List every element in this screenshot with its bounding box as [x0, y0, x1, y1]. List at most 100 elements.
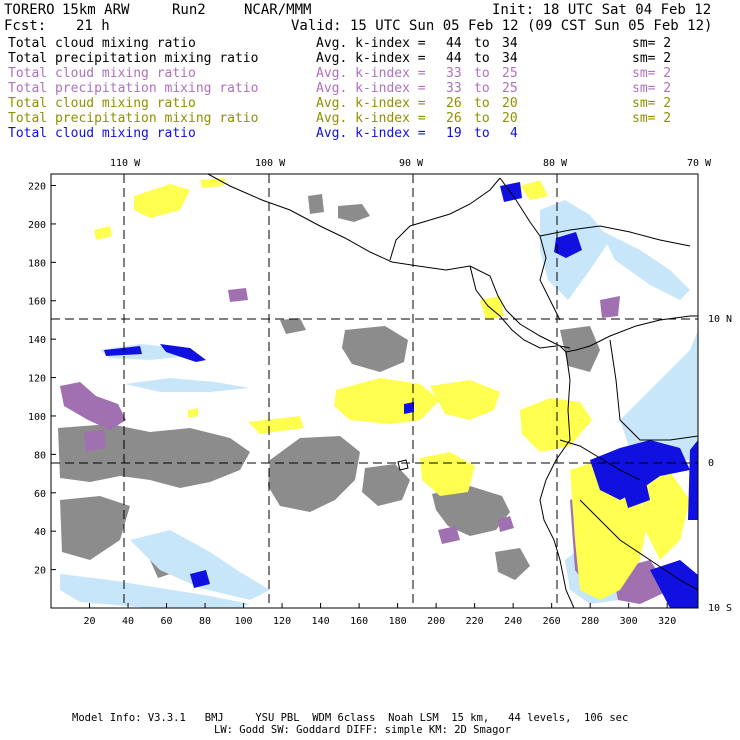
legend-sm: sm= 2	[632, 36, 672, 51]
y-tick-label: 80	[34, 450, 46, 461]
coastline-country-border	[609, 339, 698, 441]
gray-cloud-layer	[58, 194, 600, 580]
gray-cloud-patch	[268, 436, 360, 512]
init-time: Init: 18 UTC Sat 04 Feb 12	[492, 2, 712, 18]
legend-from: 33	[446, 81, 462, 96]
legend-to: 4	[510, 126, 518, 141]
coastline-island	[397, 459, 409, 471]
yellow-cloud-patch	[430, 380, 500, 420]
lon-label: 90 W	[399, 158, 424, 169]
coastline-country-border	[559, 439, 641, 481]
gray-cloud-patch	[495, 548, 530, 580]
gray-cloud-patch	[338, 204, 370, 222]
coastline-mexico	[207, 174, 571, 349]
yellow-cloud-patch	[520, 180, 548, 200]
lon-label: 70 W	[687, 158, 712, 169]
y-tick-label: 20	[34, 566, 46, 577]
blue-cloud-patch	[190, 570, 210, 588]
purple-cloud-patch	[438, 526, 460, 544]
y-tick-label: 180	[28, 258, 46, 269]
blue-cloud-patch	[500, 182, 522, 202]
y-tick-label: 200	[28, 220, 46, 231]
legend-field: Total cloud mixing ratio	[8, 96, 196, 111]
legend-label: Avg. k-index =	[316, 81, 426, 96]
gray-cloud-patch	[280, 318, 306, 334]
x-tick-label: 100	[235, 616, 253, 627]
legend-label: Avg. k-index =	[316, 66, 426, 81]
lat-lon-grid	[51, 174, 698, 608]
x-tick-label: 40	[122, 616, 134, 627]
x-tick-label: 80	[199, 616, 211, 627]
model-info: Model Info: V3.3.1 BMJ YSU PBL WDM 6clas…	[72, 712, 629, 724]
legend-label: Avg. k-index =	[316, 51, 426, 66]
legend-from: 44	[446, 36, 462, 51]
legend-to: 34	[502, 36, 518, 51]
blue-cloud-patch	[160, 344, 206, 362]
legend-field: Total precipitation mixing ratio	[8, 81, 259, 96]
legend-to-word: to	[474, 36, 490, 51]
x-tick-label: 280	[581, 616, 599, 627]
blue-cloud-patch	[688, 440, 698, 520]
blue-cloud-patch	[404, 402, 414, 414]
model-run: Run2	[172, 2, 206, 18]
light-blue-cloud-patch	[130, 530, 270, 600]
legend-to-word: to	[474, 126, 490, 141]
yellow-cloud-patch	[134, 184, 190, 218]
legend-to: 20	[502, 111, 518, 126]
y-tick-label: 120	[28, 374, 46, 385]
yellow-cloud-patch	[334, 378, 440, 424]
legend-label: Avg. k-index =	[316, 111, 426, 126]
legend-to-word: to	[474, 96, 490, 111]
valid-time: Valid: 15 UTC Sun 05 Feb 12 (09 CST Sun …	[291, 18, 713, 34]
legend-to-word: to	[474, 66, 490, 81]
x-tick-label: 20	[83, 616, 95, 627]
model-name: TORERO	[4, 2, 55, 18]
yellow-cloud-patch	[420, 452, 475, 496]
purple-cloud-patch	[600, 296, 620, 318]
legend-sm: sm= 2	[632, 81, 672, 96]
legend-field: Total precipitation mixing ratio	[8, 51, 259, 66]
x-tick-label: 140	[312, 616, 330, 627]
plot-frame	[50, 173, 699, 609]
y-tick-label: 60	[34, 489, 46, 500]
gray-cloud-patch	[362, 464, 410, 506]
x-tick-label: 160	[350, 616, 368, 627]
cloud-fields	[58, 174, 698, 608]
blue-cloud-layer	[104, 182, 698, 608]
forecast-label: Fcst:	[4, 18, 47, 34]
yellow-cloud-patch	[94, 226, 112, 240]
gray-cloud-patch	[58, 424, 250, 488]
x-tick-label: 180	[389, 616, 407, 627]
lat-label: 10 N	[708, 314, 732, 325]
lon-label: 110 W	[110, 158, 141, 169]
lon-label: 100 W	[255, 158, 286, 169]
y-tick-label: 100	[28, 412, 46, 423]
legend-field: Total cloud mixing ratio	[8, 36, 196, 51]
legend-to: 25	[502, 81, 518, 96]
coastline-colombia	[539, 351, 575, 608]
coastlines	[207, 174, 698, 608]
lat-label: 0	[708, 458, 714, 469]
light-blue-cloud-patch	[600, 230, 690, 300]
coastline-caribbean	[499, 177, 561, 321]
light-blue-cloud-patch	[125, 378, 250, 392]
x-axis-ticks: 20 40 60 80 100 120 140 160 180 200 220 240 260 280 30…	[83, 603, 676, 627]
longitude-labels: 110 W 100 W 90 W 80 W 70 W	[110, 158, 712, 169]
legend-field: Total cloud mixing ratio	[8, 126, 196, 141]
yellow-cloud-patch	[188, 408, 198, 418]
blue-cloud-patch	[104, 346, 142, 356]
y-axis-ticks: 20 40 60 80 100 120 140 160 180 200 220	[28, 182, 56, 577]
x-tick-label: 60	[161, 616, 173, 627]
coastline-country-border	[579, 499, 698, 591]
legend-to: 25	[502, 66, 518, 81]
lat-label: 10 S	[708, 603, 732, 614]
legend-from: 44	[446, 51, 462, 66]
blue-cloud-patch	[554, 232, 582, 258]
legend-to-word: to	[474, 111, 490, 126]
yellow-cloud-patch	[520, 398, 592, 452]
legend-label: Avg. k-index =	[316, 126, 426, 141]
x-tick-label: 260	[543, 616, 561, 627]
latitude-labels: 10 N 0 10 S	[708, 314, 732, 614]
purple-cloud-patch	[84, 430, 106, 452]
gray-cloud-patch	[308, 194, 324, 214]
